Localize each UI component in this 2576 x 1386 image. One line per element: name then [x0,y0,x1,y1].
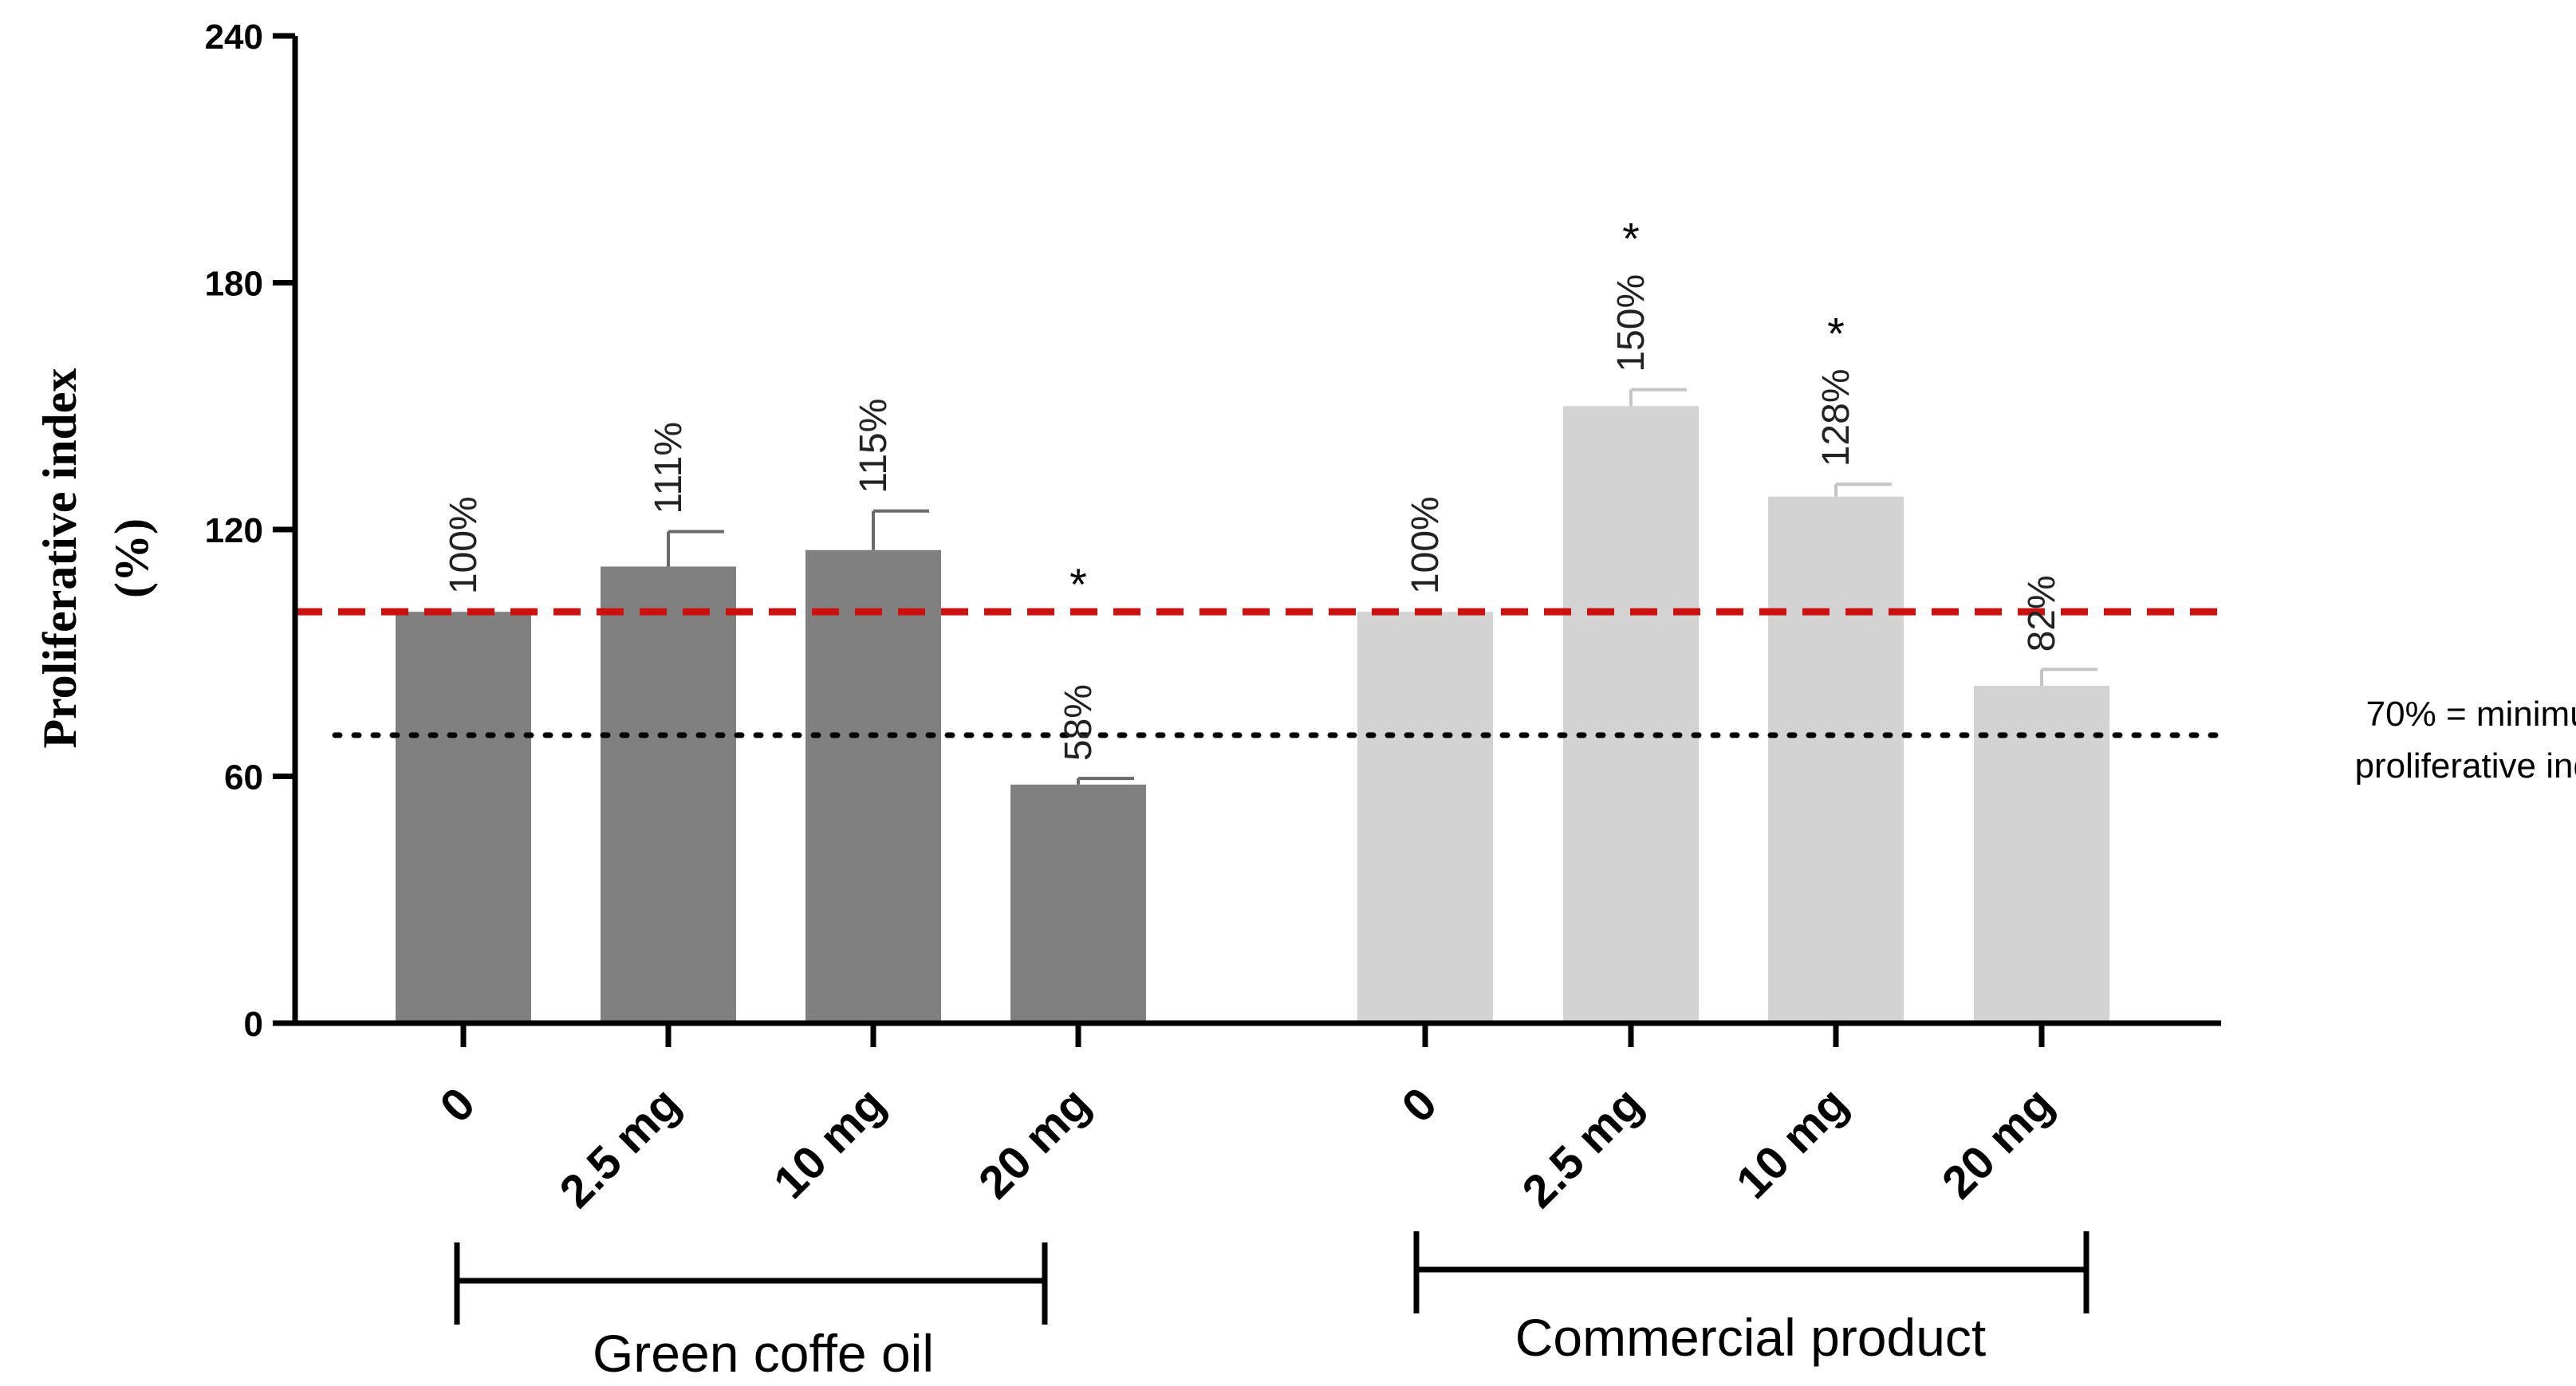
group-label-green-coffee-oil: Green coffe oil [593,1324,934,1383]
data-label: 82% [2021,575,2063,652]
significance-star: * [1622,214,1640,264]
y-axis-label-line1: Proliferative index [33,368,86,748]
y-tick-label: 0 [244,1005,263,1044]
data-label: 100% [443,496,485,594]
x-tick-label: 2.5 mg [549,1077,690,1218]
x-tick-label: 0 [430,1077,485,1132]
x-tick-label: 0 [1392,1077,1447,1132]
bar [1357,612,1493,1023]
data-label: 58% [1058,684,1100,761]
x-tick-label: 10 mg [1727,1077,1858,1209]
bar [1974,686,2109,1023]
bar [1563,406,1699,1023]
data-label: 128% [1815,368,1857,467]
data-label: 150% [1610,274,1652,372]
x-tick-label: 20 mg [969,1077,1101,1209]
bar [1768,496,1904,1023]
y-tick-label: 60 [224,758,263,797]
significance-star: * [1827,308,1845,358]
y-tick-label: 120 [205,511,263,550]
bar [601,566,736,1023]
y-tick-label: 180 [205,265,263,304]
data-label: 100% [1404,496,1447,594]
y-axis-label-line2: (%) [105,518,158,598]
x-tick-label: 10 mg [764,1077,896,1209]
x-tick-label: 20 mg [1932,1077,2064,1209]
y-tick-label: 240 [205,18,263,57]
plot-area: 0 60 120 180 240 0 2.5 mg 10 mg 20 mg 0 2.5 mg 10 m… [205,18,2224,1325]
significance-star: * [1069,559,1087,609]
bar [1010,784,1146,1023]
group-label-commercial-product: Commercial product [1515,1308,1987,1367]
threshold-label-line1: 70% = minimum [2366,695,2576,734]
data-label: 115% [853,399,895,494]
x-tick-label: 2.5 mg [1512,1077,1652,1218]
data-label: 111% [648,422,690,514]
y-axis-label: Proliferative index (%) [33,368,158,748]
bar [396,612,531,1023]
threshold-label-line2: proliferative index [2355,746,2576,786]
bar [805,549,941,1023]
